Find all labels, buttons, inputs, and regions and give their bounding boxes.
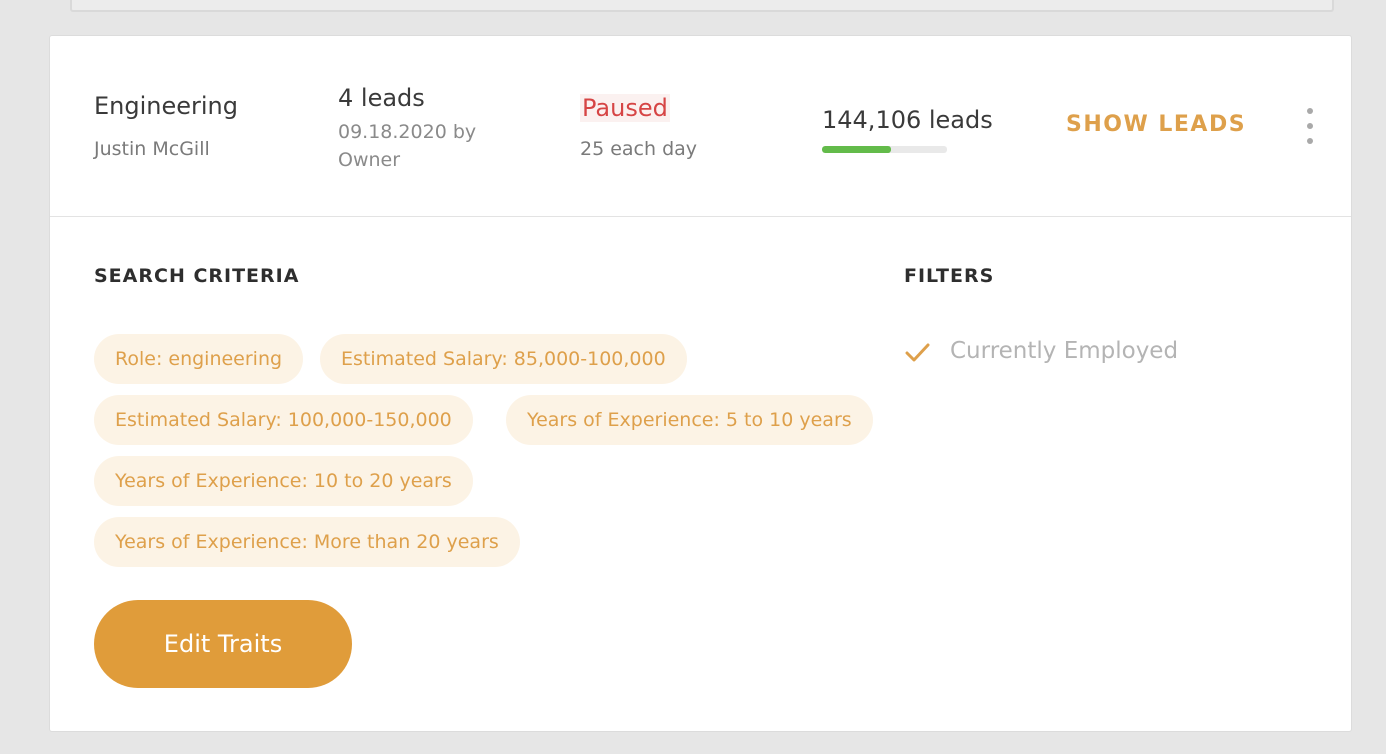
campaign-status-badge: Paused [580, 94, 670, 122]
campaign-name[interactable]: Engineering [94, 92, 238, 120]
campaign-created-info: 09.18.2020 by Owner [338, 121, 477, 171]
menu-dot [1307, 123, 1313, 129]
total-leads-count: 144,106 leads [822, 106, 993, 134]
criteria-tag: Years of Experience: 5 to 10 years [506, 395, 873, 445]
leads-progress-fill [822, 146, 891, 153]
more-vertical-icon[interactable] [1298, 106, 1322, 146]
search-criteria-heading: SEARCH CRITERIA [94, 265, 300, 287]
card-divider [50, 216, 1351, 217]
campaign-leads-count: 4 leads [338, 84, 425, 112]
check-icon [905, 343, 930, 362]
leads-progress-bar [822, 146, 947, 153]
criteria-tag: Estimated Salary: 85,000-100,000 [320, 334, 687, 384]
campaign-daily-limit: 25 each day [580, 138, 698, 160]
menu-dot [1307, 108, 1313, 114]
criteria-tag: Years of Experience: More than 20 years [94, 517, 520, 567]
campaign-owner: Justin McGill [94, 138, 210, 160]
campaign-card: Engineering Justin McGill 4 leads 09.18.… [49, 35, 1352, 732]
filter-currently-employed: Currently Employed [950, 338, 1179, 364]
criteria-tag: Estimated Salary: 100,000-150,000 [94, 395, 473, 445]
previous-campaign-card [70, 0, 1334, 12]
show-leads-button[interactable]: SHOW LEADS [1066, 112, 1247, 137]
criteria-tag: Role: engineering [94, 334, 304, 384]
filters-heading: FILTERS [904, 265, 995, 287]
edit-traits-button[interactable]: Edit Traits [94, 600, 352, 688]
menu-dot [1307, 138, 1313, 144]
criteria-tag: Years of Experience: 10 to 20 years [94, 456, 473, 506]
